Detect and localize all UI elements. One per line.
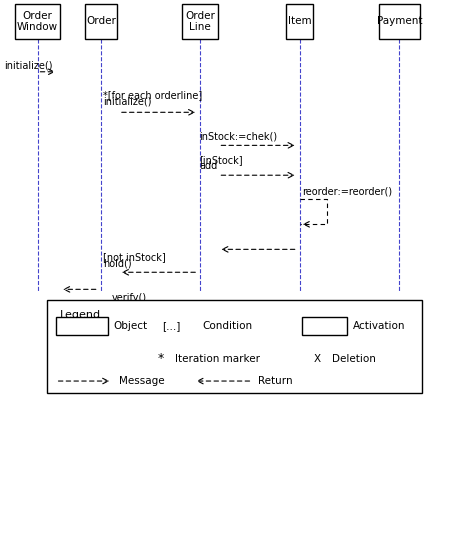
Text: Order
Window: Order Window — [17, 11, 58, 32]
Text: X: X — [313, 354, 320, 363]
Text: Object: Object — [114, 321, 148, 331]
Text: Condition: Condition — [202, 321, 253, 331]
Text: Order
Line: Order Line — [186, 11, 215, 32]
Text: verify(): verify() — [112, 293, 147, 303]
Bar — [182, 4, 218, 39]
Bar — [15, 4, 60, 39]
Text: reorder:=reorder(): reorder:=reorder() — [302, 186, 392, 196]
Text: hold(): hold() — [103, 258, 132, 268]
Text: inStock:=chek(): inStock:=chek() — [199, 132, 278, 142]
Text: Message: Message — [119, 376, 165, 386]
Text: *[for each orderline]: *[for each orderline] — [103, 91, 202, 101]
Text: Payment: Payment — [377, 17, 422, 26]
Bar — [85, 4, 116, 39]
Bar — [379, 4, 420, 39]
Text: Deletion: Deletion — [332, 354, 375, 363]
Text: [not inStock]: [not inStock] — [103, 252, 166, 262]
Text: add: add — [199, 161, 217, 171]
Text: Order: Order — [86, 17, 116, 26]
Bar — [46, 300, 422, 393]
Bar — [302, 317, 347, 334]
Text: Legend: Legend — [60, 310, 101, 319]
Text: *: * — [157, 352, 164, 365]
Bar — [286, 4, 313, 39]
Text: initialize(): initialize() — [103, 96, 152, 107]
Text: Iteration marker: Iteration marker — [176, 354, 261, 363]
Text: [inStock]: [inStock] — [199, 155, 243, 165]
Text: Activation: Activation — [353, 321, 406, 331]
Text: initialize(): initialize() — [4, 60, 52, 70]
Text: [...]: [...] — [162, 321, 180, 331]
Text: Item: Item — [288, 17, 312, 26]
Text: Return: Return — [258, 376, 293, 386]
Bar — [56, 317, 108, 334]
